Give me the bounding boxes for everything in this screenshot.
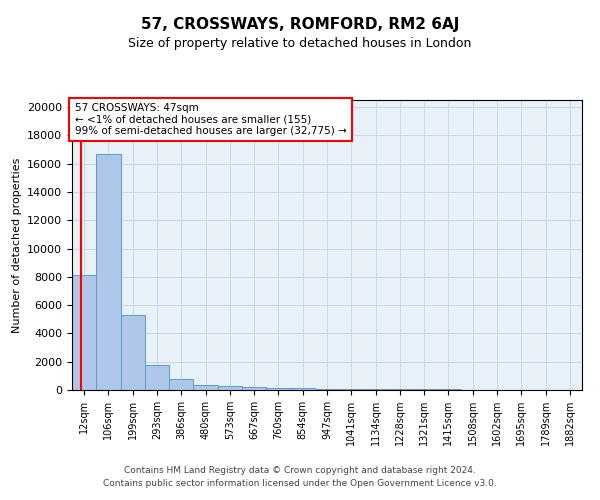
Bar: [266, 388, 290, 390]
Bar: [145, 365, 169, 390]
Bar: [315, 388, 339, 390]
Text: Size of property relative to detached houses in London: Size of property relative to detached ho…: [128, 38, 472, 51]
Bar: [364, 389, 388, 390]
Bar: [339, 389, 364, 390]
Bar: [96, 154, 121, 390]
Bar: [388, 389, 412, 390]
Bar: [121, 315, 145, 390]
Text: 57, CROSSWAYS, ROMFORD, RM2 6AJ: 57, CROSSWAYS, ROMFORD, RM2 6AJ: [141, 18, 459, 32]
Text: 57 CROSSWAYS: 47sqm
← <1% of detached houses are smaller (155)
99% of semi-detac: 57 CROSSWAYS: 47sqm ← <1% of detached ho…: [74, 103, 346, 136]
Bar: [72, 276, 96, 390]
Bar: [290, 388, 315, 390]
Bar: [218, 386, 242, 390]
Y-axis label: Number of detached properties: Number of detached properties: [11, 158, 22, 332]
Bar: [169, 380, 193, 390]
Bar: [193, 385, 218, 390]
Text: Contains HM Land Registry data © Crown copyright and database right 2024.
Contai: Contains HM Land Registry data © Crown c…: [103, 466, 497, 487]
Bar: [242, 387, 266, 390]
